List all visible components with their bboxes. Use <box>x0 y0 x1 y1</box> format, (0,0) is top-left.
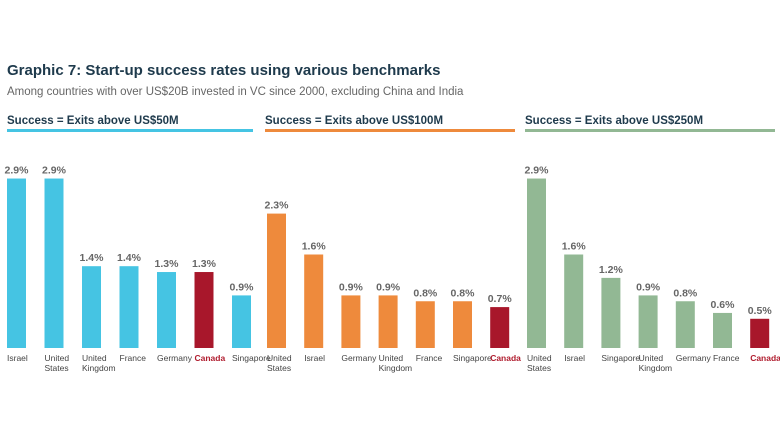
bar-chart: 2.9% United States 1.6% Israel 1.2% Singapore 0… <box>525 165 780 373</box>
value-label: 1.3% <box>155 258 180 270</box>
category-label: United Kingdom <box>639 353 673 373</box>
category-label: United States <box>527 353 552 373</box>
category-label: Singapore <box>601 353 640 363</box>
value-label: 2.9% <box>525 165 550 177</box>
bar-france <box>415 301 435 348</box>
category-label: Canada <box>750 353 780 363</box>
value-label: 1.3% <box>192 258 217 270</box>
value-label: 0.9% <box>636 281 661 293</box>
category-label: United States <box>267 353 292 373</box>
value-label: 1.4% <box>80 252 105 264</box>
value-label: 1.4% <box>117 252 142 264</box>
bar-singapore <box>232 295 251 348</box>
panel-title: Success = Exits above US$50M <box>7 115 179 127</box>
value-label: 1.6% <box>302 241 327 253</box>
category-label: France <box>120 353 147 363</box>
value-label: 0.5% <box>748 305 773 317</box>
value-label: 0.8% <box>451 287 476 299</box>
category-label: Canada <box>490 353 521 363</box>
category-label: Germany <box>157 353 193 363</box>
chart-title: Graphic 7: Start-up success rates using … <box>7 62 441 79</box>
bar-france <box>713 312 732 348</box>
category-label: Singapore <box>453 353 492 363</box>
panel-exits-250m: Success = Exits above US$250M 2.9% United… <box>525 115 780 375</box>
bar-canada <box>194 272 214 348</box>
value-label: 1.2% <box>599 264 624 276</box>
panel-exits-50m: Success = Exits above US$50M 2.9% Israel 2… <box>5 115 271 375</box>
category-label: United Kingdom <box>82 353 116 373</box>
bar-france <box>119 266 139 348</box>
bar-chart: 2.9% Israel 2.9% United States 1.4% United King… <box>5 165 271 373</box>
chart-subtitle: Among countries with over US$20B investe… <box>7 86 464 98</box>
category-label: Germany <box>341 353 377 363</box>
value-label: 2.9% <box>42 165 67 177</box>
bar-united-kingdom <box>638 295 658 348</box>
value-label: 1.6% <box>562 241 587 253</box>
bar-germany <box>675 301 695 348</box>
bar-canada <box>490 307 510 348</box>
category-label: United Kingdom <box>379 353 413 373</box>
panel-rule <box>265 129 515 132</box>
panel-rule <box>7 129 253 132</box>
bar-united-states <box>527 178 546 348</box>
value-label: 0.9% <box>339 281 364 293</box>
bar-united-states <box>267 213 286 348</box>
value-label: 0.6% <box>711 299 736 311</box>
bar-germany <box>157 272 176 348</box>
category-label: Singapore <box>232 353 271 363</box>
category-label: Israel <box>304 353 325 363</box>
category-label: Canada <box>195 353 226 363</box>
value-label: 0.8% <box>673 287 698 299</box>
bar-chart: 2.3% United States 1.6% Israel 0.9% Germany 0.9… <box>265 200 522 373</box>
panel-title: Success = Exits above US$100M <box>265 115 444 127</box>
bar-israel <box>7 178 26 348</box>
value-label: 0.8% <box>413 287 438 299</box>
category-label: Israel <box>564 353 585 363</box>
category-label: Germany <box>676 353 712 363</box>
category-label: France <box>713 353 740 363</box>
category-label: Israel <box>7 353 28 363</box>
bar-singapore <box>453 301 472 348</box>
category-label: United States <box>45 353 70 373</box>
bar-canada <box>750 318 770 348</box>
value-label: 2.9% <box>5 165 30 177</box>
panel-title: Success = Exits above US$250M <box>525 115 704 127</box>
bar-united-kingdom <box>378 295 398 348</box>
bar-united-kingdom <box>82 266 101 348</box>
bar-germany <box>341 295 361 348</box>
bar-united-states <box>44 178 64 348</box>
bar-israel <box>304 254 324 348</box>
bar-singapore <box>601 277 621 348</box>
value-label: 0.9% <box>230 281 255 293</box>
value-label: 0.9% <box>376 281 401 293</box>
bar-israel <box>564 254 584 348</box>
panel-rule <box>525 129 775 132</box>
value-label: 0.7% <box>488 293 513 305</box>
value-label: 2.3% <box>265 200 290 212</box>
category-label: France <box>416 353 443 363</box>
panel-exits-100m: Success = Exits above US$100M 2.3% United… <box>265 115 522 375</box>
